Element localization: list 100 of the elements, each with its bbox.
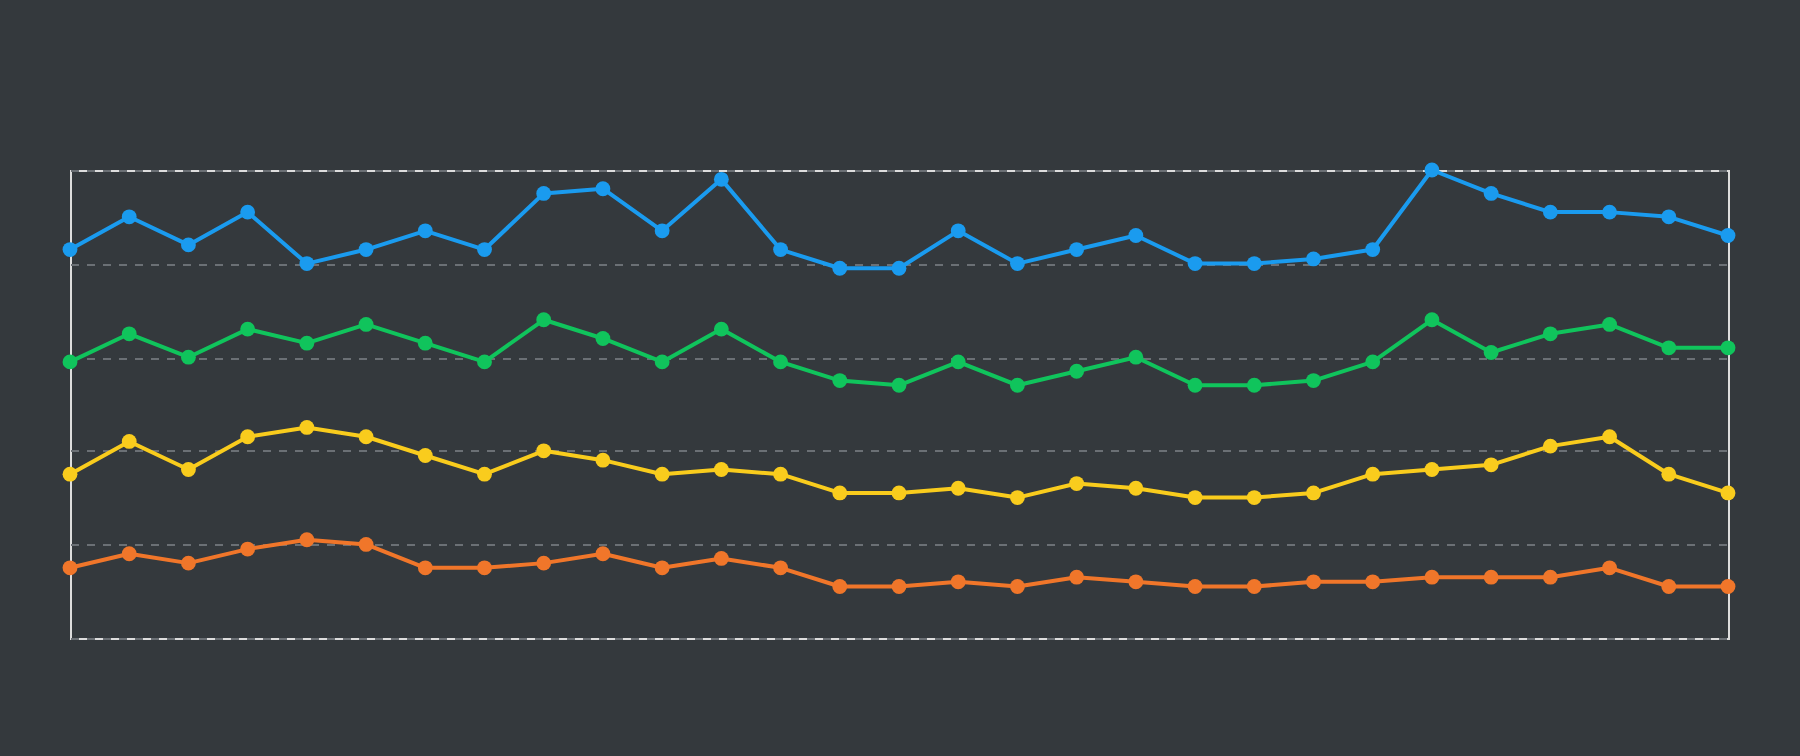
point xyxy=(1365,574,1381,590)
point xyxy=(1661,579,1677,594)
point xyxy=(299,256,315,271)
point xyxy=(477,242,492,257)
point xyxy=(891,260,907,276)
point xyxy=(713,462,729,477)
point xyxy=(1246,377,1262,393)
point xyxy=(181,462,196,477)
point xyxy=(1542,204,1558,220)
point xyxy=(62,354,78,370)
point xyxy=(832,373,848,388)
point xyxy=(62,466,78,482)
point xyxy=(1720,579,1736,594)
point xyxy=(1661,340,1677,356)
point xyxy=(1306,373,1321,388)
point xyxy=(950,223,966,239)
point xyxy=(1306,485,1321,501)
point xyxy=(299,532,315,548)
point xyxy=(1542,569,1558,585)
point xyxy=(1128,574,1144,590)
point xyxy=(121,209,137,225)
point xyxy=(1542,438,1558,454)
point xyxy=(891,377,907,393)
point xyxy=(595,331,611,346)
point xyxy=(654,560,670,576)
point xyxy=(1069,569,1085,585)
point xyxy=(1424,569,1440,585)
point xyxy=(1128,349,1144,365)
point xyxy=(1424,312,1440,328)
point xyxy=(121,546,137,562)
point xyxy=(1661,209,1677,225)
point xyxy=(595,181,611,197)
point xyxy=(358,537,374,552)
point xyxy=(1187,490,1203,505)
point xyxy=(121,434,137,449)
point xyxy=(1365,466,1381,482)
point xyxy=(240,429,256,445)
point xyxy=(773,242,788,257)
point xyxy=(1720,228,1736,243)
point xyxy=(240,541,256,557)
point xyxy=(1602,560,1617,576)
point xyxy=(773,560,788,576)
point xyxy=(1010,256,1025,271)
point xyxy=(1483,186,1499,201)
point xyxy=(1246,579,1262,594)
point xyxy=(654,354,670,370)
point xyxy=(950,574,966,590)
point xyxy=(1424,462,1440,477)
point xyxy=(477,354,492,370)
point xyxy=(240,321,256,337)
point xyxy=(62,242,78,257)
point xyxy=(1010,490,1025,505)
point xyxy=(1424,162,1440,178)
point xyxy=(62,560,78,576)
point xyxy=(1483,569,1499,585)
point xyxy=(950,480,966,496)
point xyxy=(713,171,729,187)
point xyxy=(1246,256,1262,271)
point xyxy=(477,466,492,482)
point xyxy=(832,579,848,594)
point xyxy=(536,555,552,571)
point xyxy=(1365,354,1381,370)
point xyxy=(1128,480,1144,496)
point xyxy=(299,335,315,351)
point xyxy=(1069,242,1085,257)
point xyxy=(417,448,433,463)
point xyxy=(417,223,433,239)
point xyxy=(773,466,788,482)
point xyxy=(1010,377,1025,393)
point xyxy=(773,354,788,370)
point xyxy=(1187,579,1203,594)
point xyxy=(1602,317,1617,332)
point xyxy=(358,429,374,445)
point xyxy=(1720,485,1736,501)
point xyxy=(891,579,907,594)
point xyxy=(713,321,729,337)
point xyxy=(358,317,374,332)
point xyxy=(891,485,907,501)
point xyxy=(1365,242,1381,257)
point xyxy=(1602,429,1617,445)
point xyxy=(832,260,848,276)
point xyxy=(1128,228,1144,243)
point xyxy=(654,466,670,482)
point xyxy=(1187,377,1203,393)
point xyxy=(417,560,433,576)
point xyxy=(654,223,670,239)
point xyxy=(1542,326,1558,342)
point xyxy=(832,485,848,501)
point xyxy=(1720,340,1736,356)
point xyxy=(181,237,196,253)
point xyxy=(1069,476,1085,491)
point xyxy=(1602,204,1617,220)
point xyxy=(1306,251,1321,267)
point xyxy=(1661,466,1677,482)
point xyxy=(595,546,611,562)
point xyxy=(417,335,433,351)
point xyxy=(1483,457,1499,473)
point xyxy=(713,551,729,566)
point xyxy=(536,443,552,459)
point xyxy=(1483,345,1499,360)
